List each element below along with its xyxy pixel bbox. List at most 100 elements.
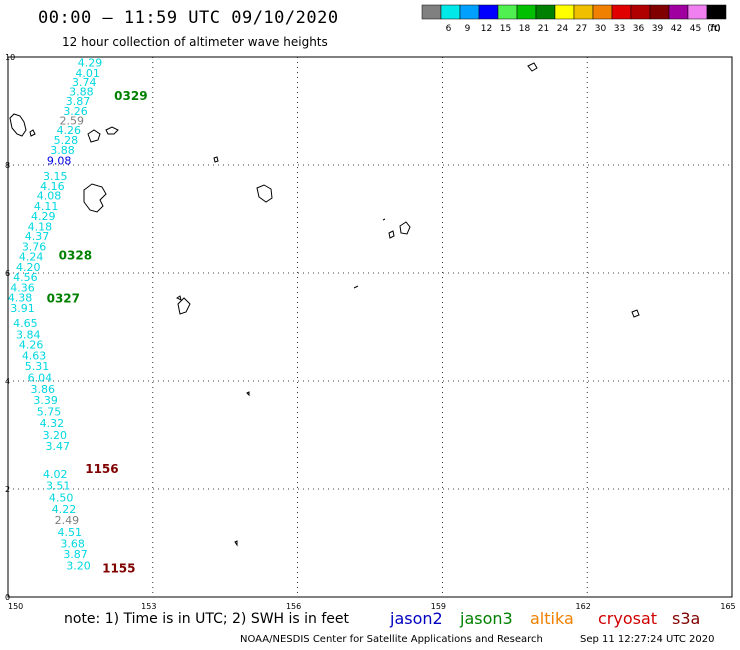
swh-value: 4.16	[40, 180, 65, 193]
island-outline	[256, 184, 273, 203]
satellite-jason3: jason3	[460, 609, 513, 628]
swh-value: 6.04	[28, 372, 53, 385]
legend-label: 36	[633, 24, 645, 34]
swh-value: 3.87	[66, 95, 91, 108]
legend-swatch	[649, 4, 670, 20]
swh-value: 4.38	[8, 292, 33, 305]
swh-value: 4.37	[25, 230, 50, 243]
swh-value: 3.91	[10, 302, 35, 315]
swh-value: 9.08	[47, 154, 72, 167]
swh-value: 3.68	[60, 537, 85, 550]
swh-value: 4.29	[31, 210, 56, 223]
y-tick-label: 4	[5, 377, 10, 386]
swh-value: 4.36	[10, 281, 35, 294]
legend-label: 15	[500, 24, 511, 34]
island-outline	[177, 297, 191, 315]
legend-label: 6	[446, 24, 452, 34]
axis-ticks: 150 153 156 159 162 165 0 2 4 6 8 10	[5, 53, 736, 611]
swh-value: 3.51	[46, 480, 71, 493]
legend-swatch	[668, 4, 689, 20]
legend-label: 30	[595, 24, 607, 34]
island-outline	[388, 230, 395, 239]
x-tick-label: 162	[576, 602, 591, 611]
island-outline	[83, 183, 107, 213]
island-outline	[87, 129, 101, 143]
swh-value: 3.20	[43, 429, 68, 442]
swh-value: 4.65	[13, 317, 38, 330]
legend-swatch	[440, 4, 461, 20]
swh-value: 4.01	[75, 67, 100, 80]
y-tick-label: 2	[5, 485, 10, 494]
swh-value: 3.39	[33, 394, 58, 407]
swh-value: 4.51	[58, 526, 83, 539]
island-outline	[353, 285, 359, 289]
legend-swatch	[459, 4, 480, 20]
satellite-jason2: jason2	[390, 609, 443, 628]
swh-value: 3.87	[63, 548, 88, 561]
island-outlines	[9, 62, 640, 547]
legend-swatch	[687, 4, 708, 20]
swh-value: 4.29	[78, 57, 103, 70]
pass-time: 1155	[102, 562, 135, 576]
island-outline	[631, 309, 640, 318]
swh-value: 3.88	[50, 144, 75, 157]
legend-swatch	[497, 4, 518, 20]
credit-line: NOAA/NESDIS Center for Satellite Applica…	[240, 634, 543, 645]
swh-value: 4.08	[37, 190, 62, 203]
x-tick-label: 156	[286, 602, 301, 611]
swh-value: 3.76	[22, 240, 47, 253]
y-tick-label: 6	[5, 269, 10, 278]
swh-value: 4.22	[52, 503, 77, 516]
swh-value: 4.18	[28, 220, 53, 233]
swh-value: 3.86	[31, 383, 56, 396]
pass-time: 1156	[85, 462, 118, 476]
swh-value: 4.32	[40, 417, 65, 430]
legend-swatch	[421, 4, 442, 20]
island-outline	[382, 218, 386, 221]
swh-value: 4.02	[43, 468, 68, 481]
swh-value: 5.31	[25, 360, 50, 373]
legend-label: 18	[519, 24, 531, 34]
island-outline	[29, 129, 36, 137]
swh-value: 3.74	[72, 76, 97, 89]
legend-swatch	[516, 4, 537, 20]
x-tick-label: 150	[8, 602, 23, 611]
legend-label: 42	[671, 24, 682, 34]
satellite-cryosat: cryosat	[598, 609, 658, 628]
legend-label: 24	[557, 24, 569, 34]
legend-swatch	[592, 4, 613, 20]
swh-value: 4.26	[57, 124, 82, 137]
pass-time: 0328	[59, 249, 92, 263]
swh-value: 5.75	[37, 406, 62, 419]
swh-value: 3.84	[16, 328, 41, 341]
island-outline	[176, 295, 182, 301]
swh-observations: 4.294.013.743.883.873.262.594.265.283.88…	[8, 57, 102, 573]
swh-value: 3.26	[63, 105, 88, 118]
legend-label: 21	[538, 24, 549, 34]
swh-value: 4.24	[19, 251, 44, 264]
legend-label: 45	[690, 24, 701, 34]
legend-unit: (ft)	[707, 24, 721, 34]
swh-value: 4.63	[22, 349, 47, 362]
swh-value: 4.20	[16, 261, 41, 274]
swh-value: 3.88	[69, 85, 94, 98]
footnote: note: 1) Time is in UTC; 2) SWH is in fe…	[64, 611, 350, 627]
swh-value: 3.47	[45, 440, 70, 453]
chart-subtitle: 12 hour collection of altimeter wave hei…	[62, 35, 328, 49]
swh-value: 4.11	[34, 200, 59, 213]
generated-timestamp: Sep 11 12:27:24 UTC 2020	[580, 634, 715, 645]
y-tick-label: 8	[5, 161, 10, 170]
swh-value: 4.50	[49, 491, 74, 504]
x-tick-label: 165	[720, 602, 735, 611]
legend-swatch	[611, 4, 632, 20]
island-outline	[527, 62, 538, 72]
legend-label: 27	[576, 24, 587, 34]
legend-label: 39	[652, 24, 664, 34]
legend-label: 70	[709, 24, 721, 34]
island-outline	[246, 391, 250, 397]
island-outline	[9, 113, 27, 137]
grid-lines	[8, 57, 732, 597]
satellite-s3a: s3a	[672, 609, 701, 628]
chart-title: 00:00 – 11:59 UTC 09/10/2020	[38, 8, 339, 28]
